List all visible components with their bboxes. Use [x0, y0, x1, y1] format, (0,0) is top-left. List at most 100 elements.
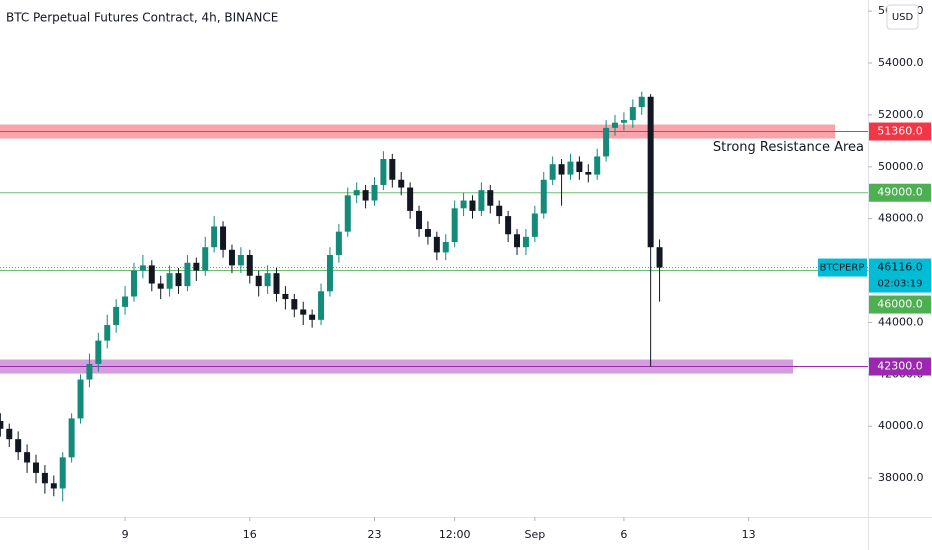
candle-body — [148, 265, 155, 284]
candle-body — [264, 273, 271, 287]
level-label-bg — [869, 357, 931, 376]
candle-body — [647, 96, 654, 248]
candle-body — [442, 242, 449, 253]
candle-body — [612, 122, 619, 128]
x-tick-label: 6 — [620, 528, 627, 541]
candle-body — [576, 161, 583, 172]
candle-body — [460, 200, 467, 209]
candle-body — [255, 275, 262, 287]
candle-body — [540, 179, 547, 214]
y-tick-label: 38000.0 — [878, 471, 924, 484]
level-label: 49000.0 — [877, 186, 923, 199]
candle-body — [291, 299, 298, 310]
candle-body — [77, 379, 84, 419]
level-label-bg — [869, 295, 931, 314]
candle-body — [567, 161, 574, 175]
candle-body — [202, 247, 209, 271]
candle-body — [157, 283, 164, 289]
x-tick-label: 13 — [742, 528, 756, 541]
countdown-label: 02:03:19 — [878, 279, 923, 290]
candle-body — [50, 483, 57, 489]
candle-body — [130, 270, 137, 297]
candle-body — [496, 205, 503, 217]
candle-body — [175, 273, 182, 287]
candle-body — [469, 200, 476, 211]
x-tick-label: 16 — [243, 528, 257, 541]
candle-body — [603, 127, 610, 157]
candle-body — [24, 452, 31, 463]
candle-body — [522, 236, 529, 248]
symbol-label: BTCPERP — [820, 263, 865, 274]
candle-body — [380, 159, 387, 185]
candle-body — [326, 254, 333, 292]
candle-body — [41, 472, 48, 484]
candle-body — [318, 291, 325, 320]
current-price-bg — [869, 258, 931, 293]
candle-body — [407, 187, 414, 211]
candle-body — [122, 296, 129, 307]
candle-body — [451, 208, 458, 243]
level-label: 46000.0 — [877, 298, 923, 311]
level-label-bg — [869, 122, 931, 141]
candle-body — [246, 254, 253, 276]
candle-body — [344, 195, 351, 232]
candle-body — [558, 164, 565, 175]
current-price-label: 46116.0 — [877, 261, 923, 274]
candle-body — [549, 164, 556, 180]
annotation: Strong Resistance Area — [713, 140, 864, 155]
candle-body — [95, 340, 102, 364]
candle-body — [362, 190, 369, 201]
currency-badge: USD — [892, 12, 914, 23]
level-label-bg — [869, 183, 931, 202]
x-tick-label: 9 — [122, 528, 129, 541]
candle-body — [300, 309, 307, 315]
candle-body — [398, 179, 405, 188]
candle-body — [273, 273, 280, 294]
candle-body — [514, 234, 521, 248]
candle-body — [309, 314, 316, 320]
y-tick-label: 52000.0 — [878, 108, 924, 121]
chart-title: BTC Perpetual Futures Contract, 4h, BINA… — [6, 11, 278, 25]
candle-body — [113, 306, 120, 326]
y-tick-label: 44000.0 — [878, 315, 924, 328]
y-tick-label: 48000.0 — [878, 212, 924, 225]
candle-body — [335, 231, 342, 255]
candle-body — [389, 159, 396, 180]
y-tick-label: 40000.0 — [878, 419, 924, 432]
candle-body — [620, 120, 627, 123]
candle-body — [68, 418, 75, 458]
candle-body — [211, 226, 218, 248]
candle-body — [433, 236, 440, 253]
candle-body — [505, 216, 512, 235]
x-tick-label: Sep — [524, 528, 545, 541]
candle-body — [59, 457, 66, 489]
level-label: 51360.0 — [877, 125, 923, 138]
candle-body — [237, 254, 244, 266]
x-tick-label: 23 — [367, 528, 381, 541]
currency-badge-bg — [886, 4, 919, 30]
candle-body — [416, 210, 423, 230]
y-tick-label: 50000.0 — [878, 160, 924, 173]
candle-body — [193, 262, 200, 271]
candle-body — [139, 265, 146, 271]
candle-body — [228, 249, 235, 266]
candle-body — [104, 325, 111, 341]
candle-body — [629, 107, 636, 121]
candle-body — [353, 190, 360, 196]
candle-body — [184, 262, 191, 287]
candle-body — [15, 439, 22, 453]
candle-body — [594, 156, 601, 175]
candle-body — [220, 226, 227, 250]
candle-body — [478, 190, 485, 211]
symbol-label-bg — [818, 258, 867, 277]
candle-body — [531, 213, 538, 237]
candle-body — [585, 171, 592, 175]
candle-body — [32, 462, 39, 473]
candle-body — [424, 229, 431, 237]
candle-body — [638, 96, 645, 108]
candle-body — [86, 363, 93, 380]
candle-body — [487, 190, 494, 206]
level-label: 42300.0 — [877, 360, 923, 373]
candle-body — [0, 421, 4, 429]
